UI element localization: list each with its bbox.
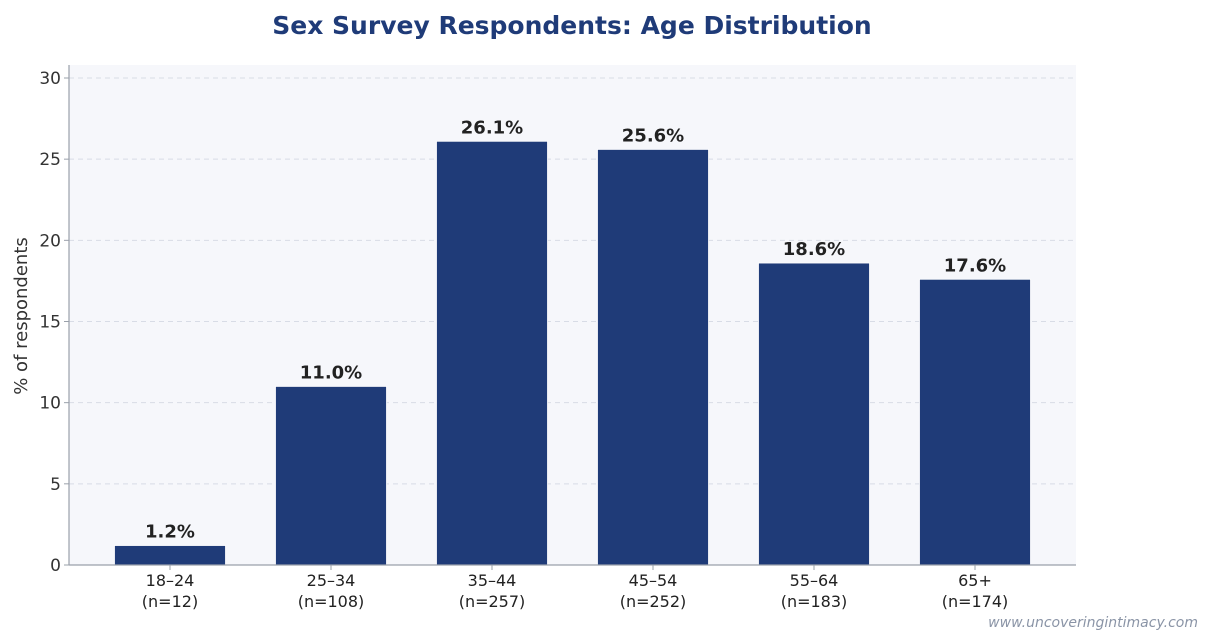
bar <box>919 278 1031 566</box>
y-tick-label: 0 <box>50 556 61 576</box>
plot-area <box>69 65 1076 565</box>
x-tick-label: 18–24 <box>146 571 195 590</box>
y-axis-ticks: 0 5 10 15 20 25 30 <box>39 69 69 576</box>
grid-lines <box>69 77 1076 485</box>
y-axis-label: % of respondents <box>11 237 32 395</box>
y-tick-label: 25 <box>39 150 61 170</box>
bar <box>275 386 387 566</box>
x-tick-label: 45–54 <box>629 571 678 590</box>
x-tick-sample-size: (n=183) <box>781 592 848 611</box>
y-tick-label: 5 <box>50 475 61 495</box>
x-tick-sample-size: (n=252) <box>620 592 687 611</box>
y-tick-label: 20 <box>39 231 61 251</box>
watermark: www.uncoveringintimacy.com <box>988 615 1198 631</box>
bars <box>114 140 1031 566</box>
data-label: 1.2% <box>145 522 195 543</box>
x-tick-sample-size: (n=12) <box>142 592 198 611</box>
x-tick-label: 25–34 <box>307 571 356 590</box>
data-label: 17.6% <box>944 255 1006 276</box>
x-axis-ticks: 18–24 (n=12) 25–34 (n=108) 35–44 (n=257) 45–54… <box>142 565 1008 611</box>
x-tick-sample-size: (n=108) <box>298 592 365 611</box>
data-label: 26.1% <box>461 117 523 138</box>
chart-title: Sex Survey Respondents: Age Distribution <box>272 11 871 40</box>
bar <box>114 545 226 566</box>
y-tick-label: 15 <box>39 312 61 332</box>
y-tick-label: 10 <box>39 394 61 414</box>
data-label: 25.6% <box>622 125 684 146</box>
bar <box>436 140 548 566</box>
data-labels: 1.2% 11.0% 26.1% 25.6% 18.6% 17.6% <box>145 117 1006 542</box>
x-tick-sample-size: (n=257) <box>459 592 526 611</box>
x-tick-label: 55–64 <box>790 571 839 590</box>
data-label: 18.6% <box>783 239 845 260</box>
x-tick-sample-size: (n=174) <box>942 592 1009 611</box>
bar <box>597 149 709 566</box>
x-tick-label: 35–44 <box>468 571 517 590</box>
bar <box>758 262 870 566</box>
y-tick-label: 30 <box>39 69 61 89</box>
x-tick-label: 65+ <box>958 571 992 590</box>
data-label: 11.0% <box>300 362 362 383</box>
